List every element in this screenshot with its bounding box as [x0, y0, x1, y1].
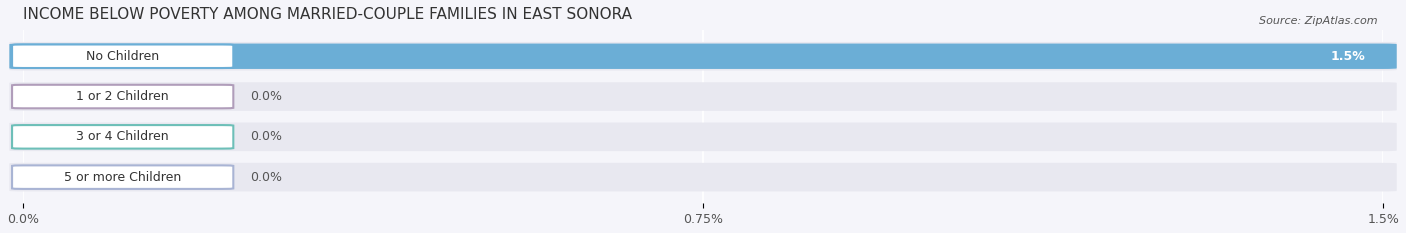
- FancyBboxPatch shape: [13, 45, 233, 68]
- Text: 0.0%: 0.0%: [250, 90, 281, 103]
- Text: Source: ZipAtlas.com: Source: ZipAtlas.com: [1260, 16, 1378, 26]
- Text: 0.0%: 0.0%: [250, 130, 281, 143]
- FancyBboxPatch shape: [13, 85, 233, 108]
- Text: 0.0%: 0.0%: [250, 171, 281, 184]
- FancyBboxPatch shape: [10, 123, 1396, 151]
- FancyBboxPatch shape: [10, 82, 1396, 111]
- FancyBboxPatch shape: [10, 44, 1396, 69]
- FancyBboxPatch shape: [13, 165, 233, 189]
- FancyBboxPatch shape: [10, 163, 1396, 192]
- Text: No Children: No Children: [86, 50, 159, 63]
- FancyBboxPatch shape: [13, 125, 233, 149]
- Text: 3 or 4 Children: 3 or 4 Children: [76, 130, 169, 143]
- Text: 1 or 2 Children: 1 or 2 Children: [76, 90, 169, 103]
- Text: 5 or more Children: 5 or more Children: [65, 171, 181, 184]
- FancyBboxPatch shape: [10, 42, 1396, 71]
- Text: 1.5%: 1.5%: [1330, 50, 1365, 63]
- Text: INCOME BELOW POVERTY AMONG MARRIED-COUPLE FAMILIES IN EAST SONORA: INCOME BELOW POVERTY AMONG MARRIED-COUPL…: [22, 7, 631, 22]
